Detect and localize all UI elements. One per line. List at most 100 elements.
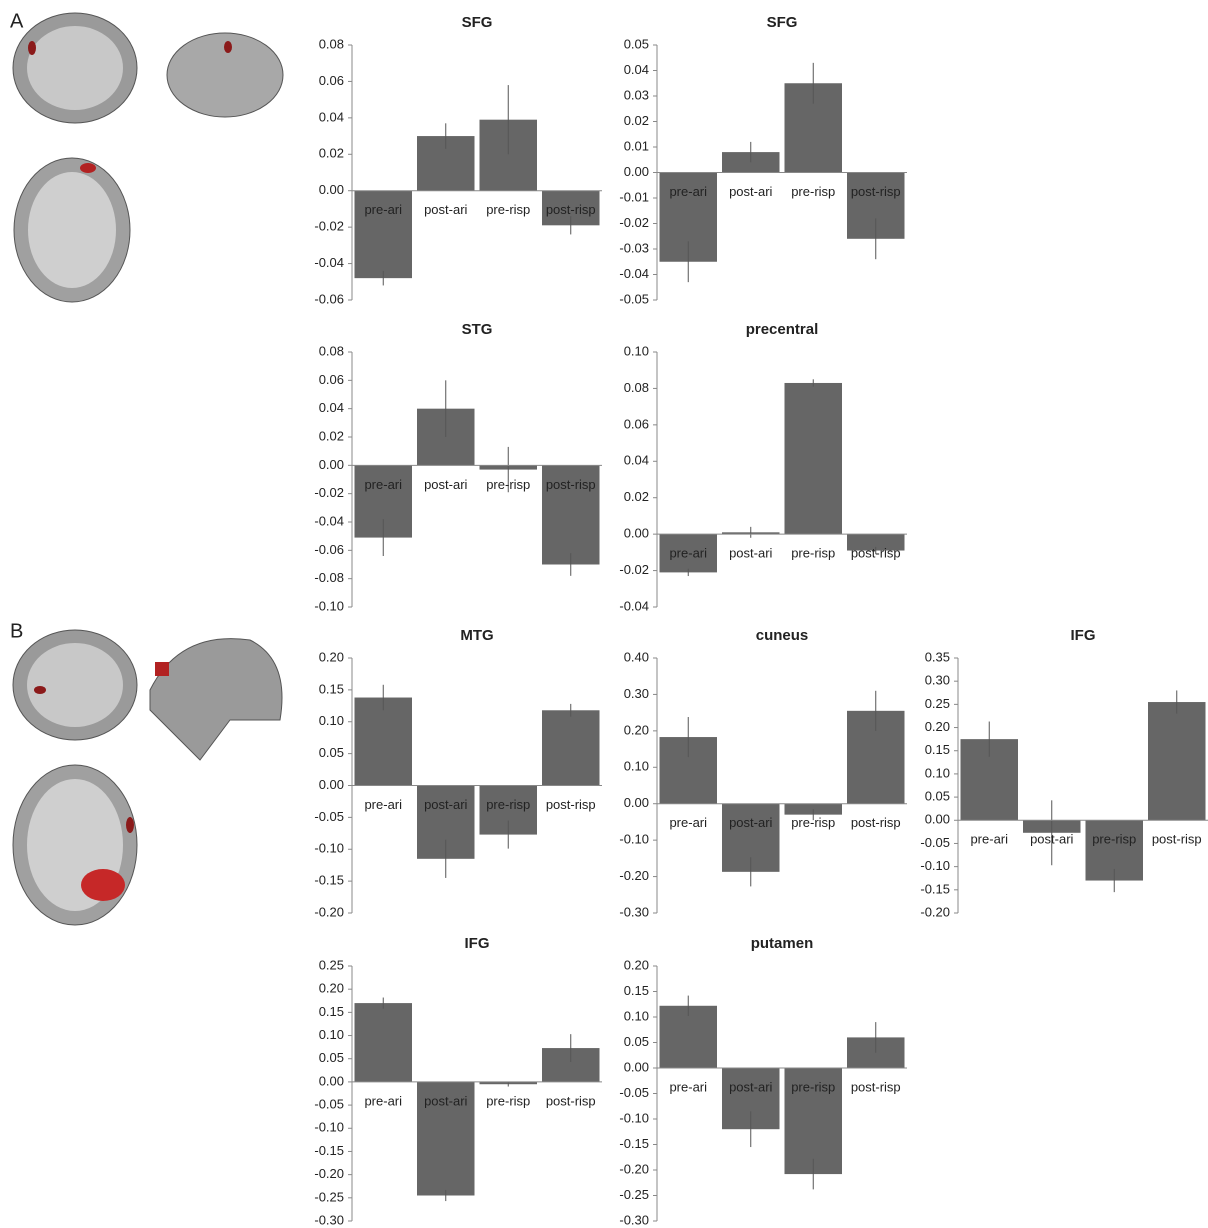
x-tick-label: post-risp bbox=[851, 815, 901, 830]
x-tick-label: post-ari bbox=[424, 1093, 467, 1108]
y-tick-label: -0.05 bbox=[314, 1097, 344, 1112]
x-tick-label: pre-risp bbox=[486, 202, 530, 217]
y-tick-label: 0.10 bbox=[624, 759, 649, 774]
y-tick-label: -0.15 bbox=[314, 1143, 344, 1158]
y-tick-label: 0.00 bbox=[624, 526, 649, 541]
y-tick-label: 0.30 bbox=[624, 686, 649, 701]
y-tick-label: 0.00 bbox=[319, 1073, 344, 1088]
y-tick-label: 0.35 bbox=[925, 649, 950, 664]
y-tick-label: -0.10 bbox=[619, 1110, 649, 1125]
y-tick-label: -0.06 bbox=[314, 542, 344, 557]
y-tick-label: -0.25 bbox=[314, 1189, 344, 1204]
y-tick-label: 0.10 bbox=[925, 765, 950, 780]
y-tick-label: 0.02 bbox=[319, 146, 344, 161]
x-tick-label: post-ari bbox=[729, 815, 772, 830]
x-tick-label: post-risp bbox=[546, 202, 596, 217]
y-tick-label: -0.25 bbox=[619, 1187, 649, 1202]
y-tick-label: 0.20 bbox=[319, 649, 344, 664]
y-tick-label: -0.10 bbox=[314, 598, 344, 613]
y-tick-label: 0.15 bbox=[624, 983, 649, 998]
x-tick-label: post-ari bbox=[424, 797, 467, 812]
x-tick-label: pre-ari bbox=[669, 546, 707, 561]
bar bbox=[1148, 702, 1206, 820]
y-tick-label: 0.06 bbox=[624, 416, 649, 431]
y-tick-label: 0.08 bbox=[319, 343, 344, 358]
y-tick-label: 0.08 bbox=[319, 36, 344, 51]
y-tick-label: -0.02 bbox=[619, 215, 649, 230]
y-tick-label: 0.10 bbox=[319, 1027, 344, 1042]
x-tick-label: pre-risp bbox=[486, 477, 530, 492]
y-tick-label: -0.20 bbox=[920, 904, 950, 919]
y-tick-label: -0.04 bbox=[619, 266, 649, 281]
panel-label: A bbox=[10, 10, 24, 32]
x-tick-label: pre-ari bbox=[364, 202, 402, 217]
x-tick-label: post-ari bbox=[1030, 832, 1073, 847]
y-tick-label: 0.01 bbox=[624, 138, 649, 153]
y-tick-label: -0.30 bbox=[619, 1212, 649, 1227]
y-tick-label: -0.30 bbox=[619, 904, 649, 919]
y-tick-label: -0.10 bbox=[314, 1120, 344, 1135]
y-tick-label: -0.15 bbox=[920, 881, 950, 896]
y-tick-label: 0.02 bbox=[319, 428, 344, 443]
chart-title: cuneus bbox=[756, 627, 809, 644]
y-tick-label: 0.06 bbox=[319, 73, 344, 88]
y-tick-label: -0.04 bbox=[314, 255, 344, 270]
y-tick-label: -0.05 bbox=[619, 291, 649, 306]
y-tick-label: -0.30 bbox=[314, 1212, 344, 1227]
x-tick-label: pre-ari bbox=[669, 1079, 707, 1094]
y-tick-label: 0.08 bbox=[624, 380, 649, 395]
y-tick-label: 0.05 bbox=[925, 789, 950, 804]
x-tick-label: post-ari bbox=[729, 184, 772, 199]
x-tick-label: post-risp bbox=[851, 1079, 901, 1094]
y-tick-label: 0.04 bbox=[319, 400, 344, 415]
x-tick-label: pre-ari bbox=[364, 797, 402, 812]
y-tick-label: 0.10 bbox=[624, 343, 649, 358]
y-tick-label: -0.08 bbox=[314, 570, 344, 585]
y-tick-label: -0.04 bbox=[619, 598, 649, 613]
y-tick-label: 0.05 bbox=[319, 1050, 344, 1065]
y-tick-label: 0.25 bbox=[925, 696, 950, 711]
y-tick-label: 0.04 bbox=[624, 62, 649, 77]
panel-label: B bbox=[10, 620, 23, 642]
bar bbox=[355, 698, 413, 786]
x-tick-label: post-risp bbox=[546, 797, 596, 812]
x-tick-label: pre-ari bbox=[364, 477, 402, 492]
x-tick-label: post-ari bbox=[729, 1079, 772, 1094]
bar bbox=[785, 383, 843, 534]
x-tick-label: pre-risp bbox=[486, 1093, 530, 1108]
chart-title: putamen bbox=[751, 935, 814, 952]
y-tick-label: -0.06 bbox=[314, 291, 344, 306]
y-tick-label: 0.00 bbox=[319, 457, 344, 472]
y-tick-label: -0.03 bbox=[619, 240, 649, 255]
y-tick-label: 0.04 bbox=[319, 109, 344, 124]
brain-images-a bbox=[13, 13, 283, 302]
y-tick-label: 0.20 bbox=[319, 981, 344, 996]
y-tick-label: 0.03 bbox=[624, 87, 649, 102]
y-tick-label: 0.00 bbox=[319, 777, 344, 792]
x-tick-label: pre-ari bbox=[669, 815, 707, 830]
x-tick-label: post-risp bbox=[546, 477, 596, 492]
y-tick-label: 0.05 bbox=[624, 36, 649, 51]
chart-title: STG bbox=[462, 321, 493, 338]
y-tick-label: 0.00 bbox=[624, 1059, 649, 1074]
y-tick-label: -0.20 bbox=[314, 904, 344, 919]
y-tick-label: -0.02 bbox=[314, 485, 344, 500]
x-tick-label: post-ari bbox=[424, 202, 467, 217]
x-tick-label: pre-risp bbox=[486, 797, 530, 812]
bar bbox=[542, 710, 600, 785]
chart-title: IFG bbox=[1071, 627, 1096, 644]
y-tick-label: -0.04 bbox=[314, 513, 344, 528]
y-tick-label: -0.10 bbox=[314, 841, 344, 856]
x-tick-label: post-risp bbox=[851, 546, 901, 561]
y-tick-label: 0.10 bbox=[624, 1008, 649, 1023]
x-tick-label: pre-ari bbox=[669, 184, 707, 199]
y-tick-label: -0.15 bbox=[619, 1136, 649, 1151]
y-tick-label: 0.00 bbox=[925, 812, 950, 827]
y-tick-label: 0.06 bbox=[319, 372, 344, 387]
chart-title: MTG bbox=[460, 627, 493, 644]
bar bbox=[355, 1003, 413, 1082]
y-tick-label: 0.25 bbox=[319, 957, 344, 972]
y-tick-label: -0.05 bbox=[619, 1085, 649, 1100]
x-tick-label: pre-risp bbox=[791, 815, 835, 830]
y-tick-label: 0.15 bbox=[319, 681, 344, 696]
